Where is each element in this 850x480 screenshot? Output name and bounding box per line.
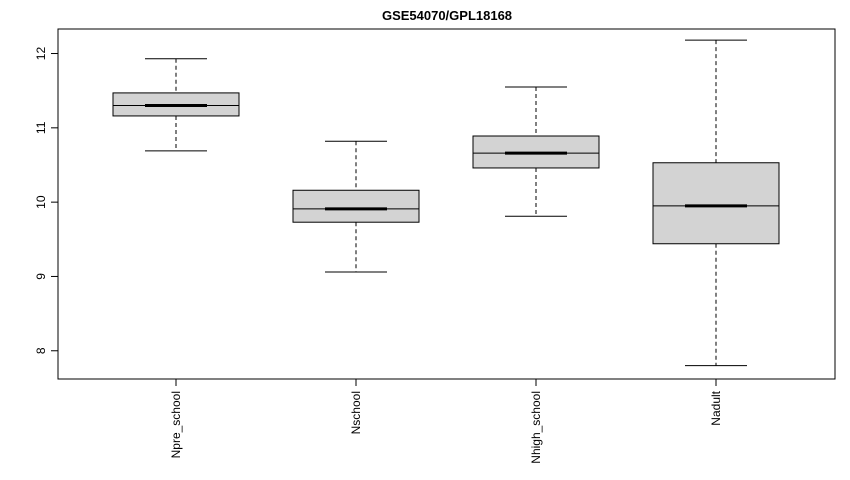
y-tick-label: 8 (34, 347, 48, 354)
y-tick-label: 9 (34, 273, 48, 280)
y-tick-label: 11 (34, 121, 48, 134)
x-axis-labels: Npre_school Nschool Nhigh_school Nadult (169, 379, 723, 464)
box-iqr (652, 162, 780, 245)
x-tick-label: Nadult (709, 390, 723, 425)
box-group (112, 39, 780, 367)
y-tick-label: 12 (34, 47, 48, 61)
plot-frame (57, 28, 836, 380)
y-tick-label: 10 (34, 195, 48, 209)
x-tick-label: Nschool (349, 391, 363, 434)
x-tick-label: Nhigh_school (529, 391, 543, 464)
box-iqr (292, 189, 420, 223)
chart-title: GSE54070/GPL18168 (382, 8, 512, 23)
x-tick-label: Npre_school (169, 391, 183, 458)
y-axis: 8 9 10 11 12 (34, 47, 58, 354)
